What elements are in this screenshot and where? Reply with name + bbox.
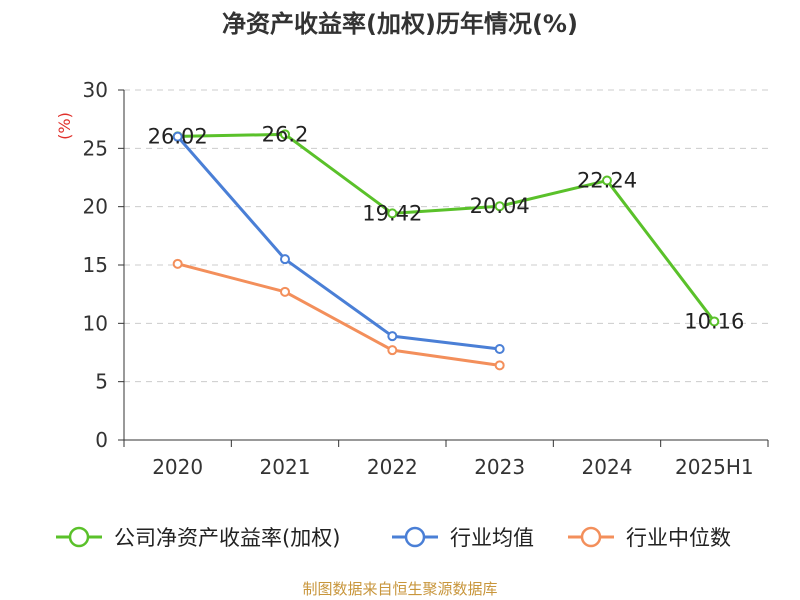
legend-item-1: 公司净资产收益率(加权) <box>56 526 340 550</box>
x-tick-label: 2023 <box>474 455 525 479</box>
data-point <box>280 254 290 265</box>
series-lines <box>172 129 720 371</box>
legend-marker <box>580 526 602 548</box>
y-tick-label: 0 <box>95 428 108 452</box>
chart-title: 净资产收益率(加权)历年情况(%) <box>222 10 578 38</box>
y-tick-label: 30 <box>83 78 108 102</box>
y-tick-label: 25 <box>83 136 108 160</box>
data-point <box>387 345 398 356</box>
data-point <box>280 286 290 297</box>
series-line-2 <box>176 135 500 351</box>
y-axis-label: (%) <box>55 112 74 140</box>
data-label: 10.16 <box>684 309 744 333</box>
legend-item-3: 行业中位数 <box>568 526 731 550</box>
data-point <box>172 258 183 269</box>
data-label: 26.2 <box>262 122 309 146</box>
data-label: 19.42 <box>362 201 422 225</box>
data-point <box>387 208 398 219</box>
data-point <box>494 360 505 371</box>
legend-label: 行业均值 <box>450 526 534 550</box>
axes: 0 5 10 15 20 25 30 2020 2021 2022 2023 2024 2025H1 (%… <box>55 78 769 479</box>
data-point <box>280 129 290 140</box>
data-label: 20.04 <box>470 194 530 218</box>
data-point <box>494 344 505 354</box>
x-tick-label: 2020 <box>152 455 203 479</box>
data-label: 26.02 <box>148 124 208 148</box>
data-point <box>602 175 612 186</box>
x-tick-label: 2024 <box>582 455 633 479</box>
legend-label: 行业中位数 <box>626 526 731 550</box>
x-tick-label: 2025H1 <box>675 455 754 479</box>
data-point <box>709 316 720 327</box>
data-source-note: 制图数据来自恒生聚源数据库 <box>302 580 498 598</box>
grid-lines <box>124 89 768 383</box>
y-tick-label: 20 <box>83 195 108 219</box>
legend: 公司净资产收益率(加权) 行业均值 行业中位数 <box>56 526 731 550</box>
data-labels: 26.02 26.2 19.42 20.04 22.24 10.16 <box>148 122 745 333</box>
y-tick-label: 15 <box>83 253 108 277</box>
x-tick-label: 2021 <box>260 455 311 479</box>
data-label: 22.24 <box>577 169 637 193</box>
legend-item-2: 行业均值 <box>392 526 534 550</box>
series-line-3 <box>177 262 500 367</box>
series-line-1 <box>177 132 716 323</box>
data-point <box>387 331 398 342</box>
x-tick-label: 2022 <box>367 455 418 479</box>
y-tick-label: 5 <box>95 370 108 394</box>
legend-marker <box>404 526 426 548</box>
y-tick-label: 10 <box>83 311 108 335</box>
legend-marker <box>68 526 90 548</box>
legend-label: 公司净资产收益率(加权) <box>114 526 340 550</box>
data-point <box>172 131 183 142</box>
data-point <box>494 201 505 212</box>
